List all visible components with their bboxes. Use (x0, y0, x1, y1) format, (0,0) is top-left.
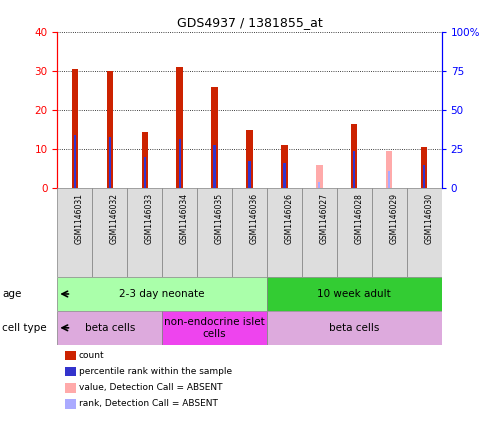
Bar (247, 129, 252, 188)
Bar (267, 188, 302, 277)
Bar (212, 87, 218, 188)
Bar (283, 163, 285, 188)
Bar (177, 67, 183, 188)
Bar (386, 151, 392, 188)
Text: 10 week adult: 10 week adult (317, 289, 391, 299)
Text: GSM1146028: GSM1146028 (354, 193, 363, 244)
Bar (127, 188, 162, 277)
Bar (92, 188, 127, 277)
Text: age: age (2, 289, 22, 299)
Bar (57, 277, 267, 311)
Bar (281, 145, 287, 188)
Bar (142, 132, 148, 188)
Bar (316, 165, 322, 188)
Bar (302, 188, 337, 277)
Text: 2-3 day neonate: 2-3 day neonate (119, 289, 205, 299)
Bar (179, 139, 181, 188)
Text: value, Detection Call = ABSENT: value, Detection Call = ABSENT (79, 383, 223, 393)
Bar (214, 145, 216, 188)
Bar (109, 137, 111, 188)
Text: non-endocrine islet
cells: non-endocrine islet cells (164, 317, 265, 339)
Text: GSM1146027: GSM1146027 (319, 193, 328, 244)
Text: GSM1146034: GSM1146034 (180, 193, 189, 244)
Bar (74, 135, 76, 188)
Text: GSM1146032: GSM1146032 (110, 193, 119, 244)
Bar (407, 188, 442, 277)
Bar (249, 161, 250, 188)
Bar (162, 188, 197, 277)
Bar (232, 188, 267, 277)
Text: count: count (79, 351, 104, 360)
Text: GSM1146030: GSM1146030 (424, 193, 433, 244)
Bar (267, 277, 442, 311)
Bar (267, 311, 442, 345)
Text: GSM1146035: GSM1146035 (215, 193, 224, 244)
Bar (72, 69, 78, 188)
Text: GSM1146033: GSM1146033 (145, 193, 154, 244)
Bar (423, 165, 425, 188)
Title: GDS4937 / 1381855_at: GDS4937 / 1381855_at (177, 16, 322, 29)
Bar (351, 124, 357, 188)
Bar (353, 151, 355, 188)
Bar (337, 188, 372, 277)
Bar (388, 170, 390, 188)
Text: GSM1146036: GSM1146036 (250, 193, 258, 244)
Bar (57, 311, 162, 345)
Text: beta cells: beta cells (85, 323, 135, 333)
Text: rank, Detection Call = ABSENT: rank, Detection Call = ABSENT (79, 399, 218, 409)
Text: GSM1146031: GSM1146031 (75, 193, 84, 244)
Text: cell type: cell type (2, 323, 47, 333)
Bar (107, 71, 113, 188)
Bar (372, 188, 407, 277)
Bar (162, 311, 267, 345)
Bar (318, 182, 320, 188)
Bar (421, 147, 427, 188)
Text: GSM1146029: GSM1146029 (389, 193, 398, 244)
Bar (197, 188, 232, 277)
Text: GSM1146026: GSM1146026 (284, 193, 293, 244)
Text: beta cells: beta cells (329, 323, 379, 333)
Bar (144, 157, 146, 188)
Bar (57, 188, 92, 277)
Text: percentile rank within the sample: percentile rank within the sample (79, 367, 232, 376)
